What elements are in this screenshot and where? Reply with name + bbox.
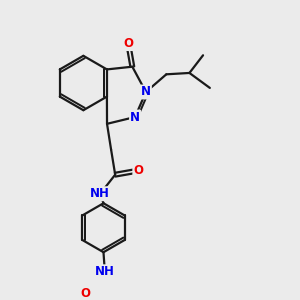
Text: NH: NH	[90, 187, 110, 200]
Text: O: O	[123, 37, 133, 50]
Text: N: N	[141, 85, 151, 98]
Text: N: N	[130, 110, 140, 124]
Text: O: O	[80, 287, 90, 300]
Text: O: O	[133, 164, 143, 177]
Text: NH: NH	[95, 265, 115, 278]
